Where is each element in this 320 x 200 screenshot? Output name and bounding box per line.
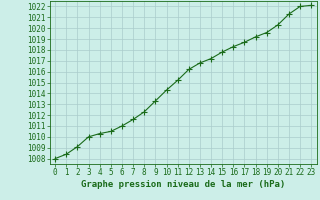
X-axis label: Graphe pression niveau de la mer (hPa): Graphe pression niveau de la mer (hPa) <box>81 180 285 189</box>
